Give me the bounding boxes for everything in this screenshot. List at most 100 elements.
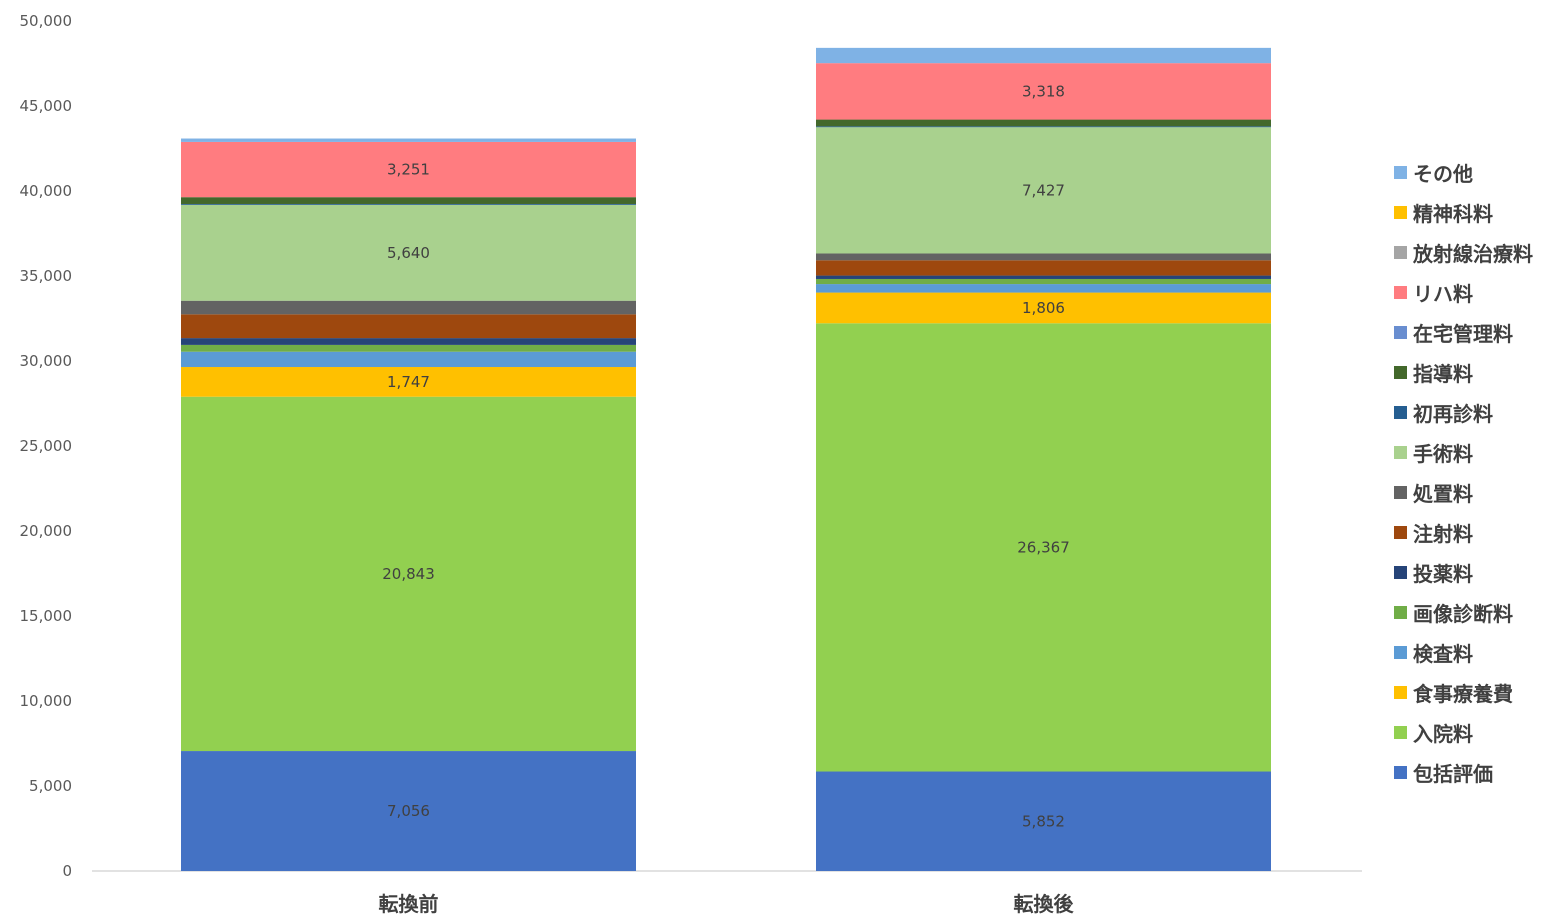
y-tick-label: 35,000 (20, 267, 73, 285)
y-tick-label: 30,000 (20, 352, 73, 370)
legend-item: 注射料 (1394, 512, 1556, 552)
bar-segment (816, 275, 1271, 279)
bar-segment (181, 344, 636, 352)
bar-segment (816, 119, 1271, 127)
legend-swatch (1394, 725, 1407, 739)
category-label: 転換前 (379, 892, 439, 915)
bar-segment (181, 338, 636, 345)
y-tick-label: 0 (62, 862, 72, 880)
legend-swatch (1394, 245, 1407, 259)
legend-swatch (1394, 485, 1407, 499)
legend-item: 初再診料 (1394, 392, 1556, 432)
bar-segment (181, 141, 636, 198)
bar-segment (816, 278, 1271, 285)
bar-segment (181, 751, 636, 871)
legend-swatch (1394, 405, 1407, 419)
bar-segment (816, 771, 1271, 871)
bar-stack: 7,056 20,843 1,747 5,640 3,251 (181, 138, 636, 871)
data-label: 5,640 (387, 244, 430, 262)
legend-label: 手術料 (1413, 441, 1473, 466)
legend-label: 投薬料 (1413, 561, 1473, 586)
legend-label: 注射料 (1413, 521, 1473, 546)
bar-segment (181, 197, 636, 204)
bar-segment (181, 300, 636, 315)
legend-swatch (1394, 765, 1407, 779)
bar-segment (181, 203, 636, 205)
legend: その他精神科料放射線治療料リハ料在宅管理料指導料初再診料手術料処置料注射料投薬料… (1394, 152, 1556, 792)
legend-swatch (1394, 285, 1407, 299)
legend-item: 包括評価 (1394, 752, 1556, 792)
data-label: 5,852 (1022, 812, 1065, 830)
legend-swatch (1394, 685, 1407, 699)
legend-label: 精神科料 (1413, 201, 1493, 226)
data-label: 7,427 (1022, 181, 1065, 199)
legend-label: 入院料 (1413, 721, 1473, 746)
bar-segment (816, 323, 1271, 772)
legend-swatch (1394, 325, 1407, 339)
y-tick-label: 15,000 (20, 607, 73, 625)
data-label: 1,806 (1022, 299, 1065, 317)
y-tick-label: 10,000 (20, 692, 73, 710)
bar-segment (181, 351, 636, 368)
bar-segment (816, 47, 1271, 64)
legend-swatch (1394, 565, 1407, 579)
legend-swatch (1394, 165, 1407, 179)
bar-segment (181, 138, 636, 142)
legend-label: 指導料 (1413, 361, 1473, 386)
bar-segment (816, 127, 1271, 254)
legend-label: 処置料 (1413, 481, 1473, 506)
data-label: 7,056 (387, 802, 430, 820)
bar-segment (816, 292, 1271, 324)
legend-item: リハ料 (1394, 272, 1556, 312)
legend-swatch (1394, 365, 1407, 379)
legend-item: 放射線治療料 (1394, 232, 1556, 272)
legend-item: 投薬料 (1394, 552, 1556, 592)
legend-item: 精神科料 (1394, 192, 1556, 232)
data-label: 3,251 (387, 161, 430, 179)
legend-swatch (1394, 645, 1407, 659)
legend-item: 食事療養費 (1394, 672, 1556, 712)
bar-segment (181, 396, 636, 752)
y-tick-label: 20,000 (20, 522, 73, 540)
data-label: 26,367 (1017, 538, 1070, 556)
legend-label: リハ料 (1413, 281, 1473, 306)
legend-item: 入院料 (1394, 712, 1556, 752)
legend-label: その他 (1413, 161, 1473, 186)
x-axis: 転換前 転換後 (379, 892, 1075, 915)
data-label: 20,843 (382, 565, 435, 583)
bar-segment (181, 367, 636, 397)
legend-item: 検査料 (1394, 632, 1556, 672)
y-tick-label: 40,000 (20, 182, 73, 200)
bar-segment (816, 63, 1271, 120)
bar-segment (816, 284, 1271, 293)
legend-swatch (1394, 445, 1407, 459)
bar-segment (816, 253, 1271, 261)
legend-label: 検査料 (1413, 641, 1473, 666)
bar-stacks: 7,056 20,843 1,747 5,640 3,251 5,852 26,367 1,8… (181, 47, 1271, 871)
legend-label: 画像診断料 (1413, 601, 1513, 626)
bar-segment (816, 260, 1271, 276)
legend-item: 指導料 (1394, 352, 1556, 392)
legend-item: 画像診断料 (1394, 592, 1556, 632)
category-label: 転換後 (1014, 892, 1075, 915)
y-tick-label: 25,000 (20, 437, 73, 455)
legend-swatch (1394, 205, 1407, 219)
legend-item: その他 (1394, 152, 1556, 192)
legend-label: 包括評価 (1413, 761, 1493, 786)
legend-item: 処置料 (1394, 472, 1556, 512)
bar-segment (181, 314, 636, 339)
legend-swatch (1394, 525, 1407, 539)
data-label: 3,318 (1022, 82, 1065, 100)
legend-swatch (1394, 605, 1407, 619)
y-tick-label: 5,000 (29, 777, 72, 795)
legend-label: 初再診料 (1413, 401, 1493, 426)
legend-item: 手術料 (1394, 432, 1556, 472)
legend-item: 在宅管理料 (1394, 312, 1556, 352)
bar-stack: 5,852 26,367 1,806 7,427 3,318 (816, 47, 1271, 871)
bar-segment (181, 204, 636, 301)
data-label: 1,747 (387, 373, 430, 391)
legend-label: 食事療養費 (1413, 681, 1513, 706)
y-axis: 0 5,000 10,000 15,000 20,000 25,000 30,000 35,0… (20, 12, 73, 880)
y-tick-label: 45,000 (20, 97, 73, 115)
